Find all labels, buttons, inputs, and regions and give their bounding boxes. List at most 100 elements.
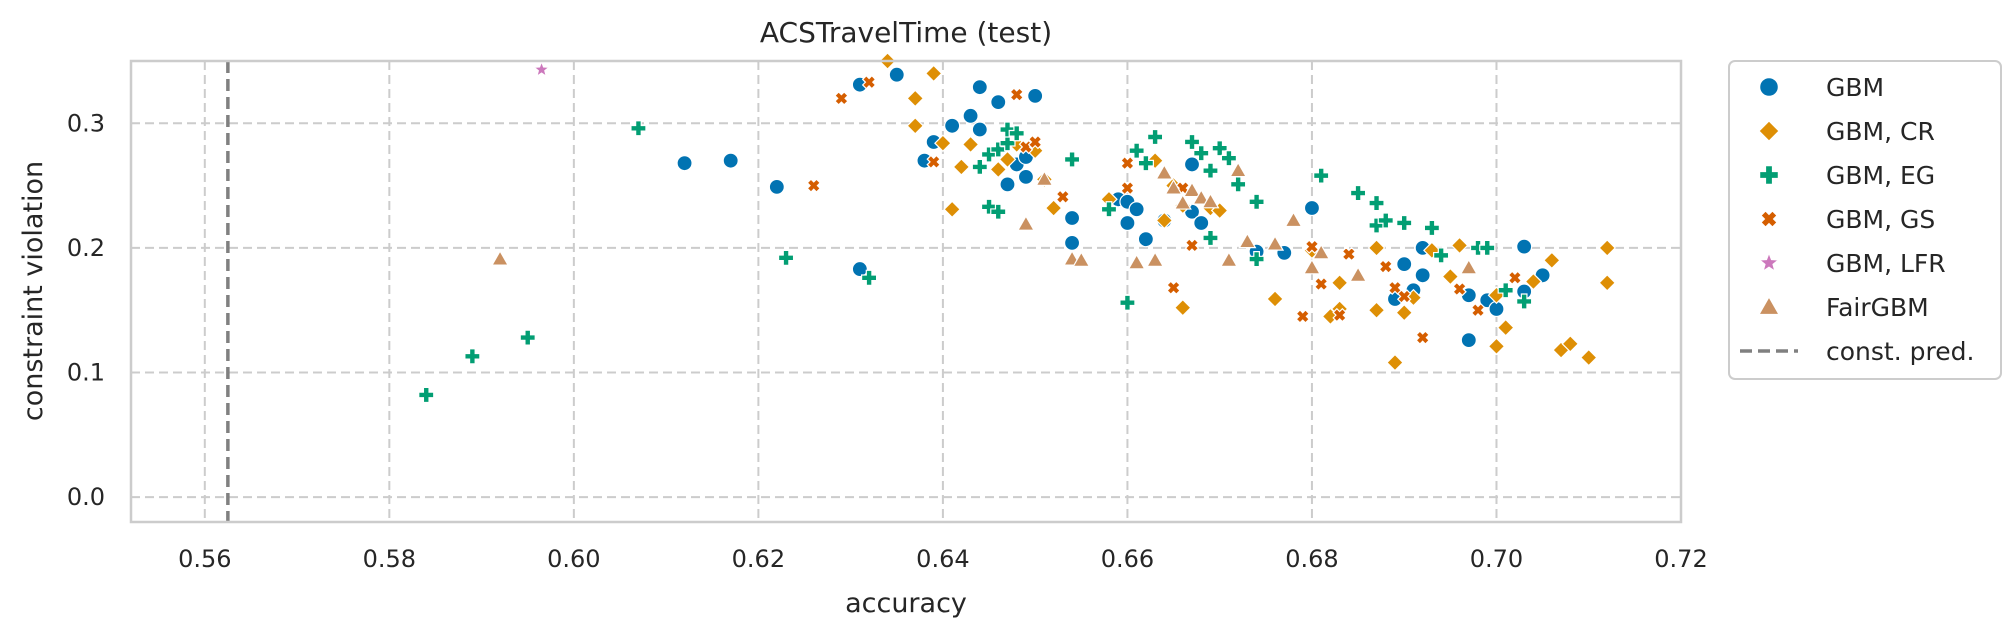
- data-point: [1201, 192, 1220, 209]
- points-layer: [418, 52, 1617, 404]
- data-point: [1044, 199, 1063, 217]
- data-point: [1120, 180, 1135, 196]
- data-point: [1027, 134, 1043, 150]
- data-point: [952, 158, 971, 176]
- data-point: [1312, 243, 1331, 260]
- data-point: [1183, 133, 1201, 151]
- data-point: [1055, 189, 1071, 205]
- data-point: [1542, 251, 1561, 270]
- data-point: [1396, 255, 1413, 273]
- data-point: [990, 141, 1007, 158]
- x-tick-label: 0.58: [363, 545, 416, 573]
- y-axis-label: constraint violation: [18, 161, 49, 421]
- data-point: [1497, 282, 1514, 299]
- data-point: [1433, 247, 1450, 264]
- data-point: [1202, 162, 1219, 179]
- data-point: [1579, 348, 1598, 367]
- series-gbm-lfr: [532, 60, 551, 78]
- data-point: [1387, 280, 1403, 296]
- data-point: [1229, 161, 1248, 178]
- data-point: [1423, 219, 1440, 237]
- data-point: [1127, 253, 1146, 270]
- data-point: [924, 64, 943, 83]
- y-tick-label: 0.0: [67, 483, 105, 511]
- data-point: [676, 155, 693, 172]
- data-point: [1248, 251, 1265, 268]
- data-point: [491, 249, 510, 266]
- data-point: [962, 107, 979, 124]
- data-point: [971, 79, 988, 96]
- data-point: [1137, 155, 1154, 172]
- legend-marker: [1757, 295, 1781, 316]
- data-point: [1182, 181, 1202, 198]
- data-point: [1470, 302, 1486, 318]
- legend-marker: [1760, 210, 1778, 228]
- x-tick-label: 0.68: [1285, 545, 1338, 573]
- data-point: [1063, 151, 1081, 168]
- data-point: [999, 121, 1016, 138]
- data-point: [1598, 273, 1617, 292]
- data-point: [1332, 307, 1347, 323]
- data-point: [1378, 259, 1394, 274]
- data-point: [1441, 267, 1460, 286]
- legend-marker: [1759, 77, 1779, 97]
- data-point: [1507, 270, 1523, 286]
- data-point: [1220, 150, 1238, 167]
- data-point: [1266, 290, 1284, 308]
- data-point: [1304, 239, 1320, 254]
- data-point: [1516, 293, 1533, 310]
- data-point: [1496, 318, 1515, 337]
- legend-label: GBM, GS: [1826, 205, 1935, 234]
- data-point: [1238, 232, 1257, 249]
- data-point: [888, 66, 905, 83]
- data-point: [1450, 236, 1469, 255]
- data-point: [1266, 234, 1285, 251]
- chart-title: ACSTravelTime (test): [760, 16, 1052, 49]
- data-point: [1027, 87, 1044, 104]
- data-point: [630, 120, 647, 137]
- series-gbm-gs: [806, 74, 1523, 345]
- legend-label: GBM: [1826, 73, 1884, 102]
- data-point: [1119, 214, 1136, 232]
- x-tick-label: 0.56: [178, 545, 231, 573]
- x-tick-label: 0.62: [732, 545, 785, 573]
- data-point: [1017, 168, 1035, 185]
- data-point: [1155, 163, 1174, 180]
- data-point: [519, 329, 536, 346]
- data-point: [1284, 211, 1303, 228]
- data-point: [861, 74, 877, 90]
- data-point: [1128, 142, 1145, 159]
- data-point: [1219, 251, 1238, 267]
- data-point: [1166, 280, 1181, 296]
- data-point: [1155, 211, 1174, 230]
- data-point: [1377, 212, 1394, 229]
- data-point: [1415, 330, 1430, 345]
- data-point: [1396, 214, 1413, 232]
- data-point: [1072, 251, 1091, 267]
- data-point: [1386, 353, 1404, 372]
- data-point: [1146, 251, 1165, 267]
- data-point: [1459, 258, 1478, 275]
- x-axis-label: accuracy: [845, 588, 967, 619]
- data-point: [1230, 176, 1247, 193]
- data-point: [1487, 337, 1506, 356]
- data-point: [1128, 201, 1145, 218]
- series-fairgbm: [491, 161, 1478, 282]
- data-point: [1009, 87, 1024, 102]
- data-point: [1202, 229, 1219, 247]
- data-point: [1016, 215, 1035, 231]
- data-point: [926, 154, 941, 170]
- data-point: [1396, 289, 1412, 304]
- data-point: [1173, 193, 1192, 210]
- data-point: [1524, 272, 1543, 291]
- legend-label: GBM, LFR: [1826, 249, 1946, 278]
- data-point: [1367, 301, 1386, 320]
- data-point: [1063, 234, 1081, 252]
- data-point: [1302, 258, 1321, 275]
- y-tick-label: 0.1: [67, 358, 105, 386]
- y-tick-label: 0.2: [67, 234, 105, 262]
- data-point: [1368, 194, 1385, 212]
- data-point: [943, 200, 961, 219]
- data-point: [934, 134, 952, 153]
